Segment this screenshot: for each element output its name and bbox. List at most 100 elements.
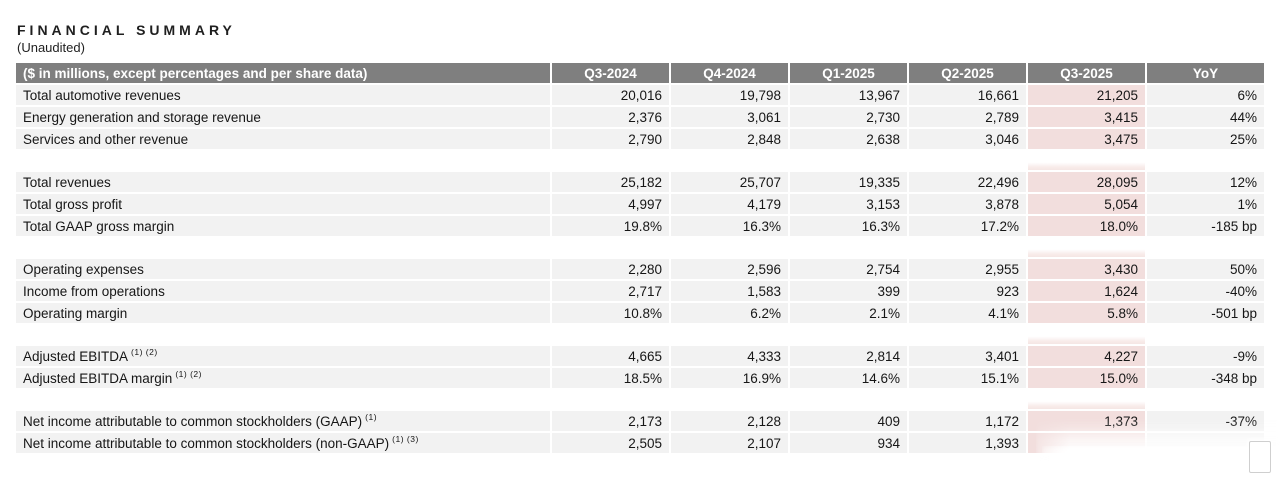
column-header-q4-2024: Q4-2024 — [671, 63, 788, 83]
spacer-cell — [671, 151, 788, 170]
table-row: Adjusted EBITDA margin (1) (2) 18.5% 16.9% 1… — [16, 368, 1264, 388]
value-cell: 16.3% — [790, 216, 907, 236]
row-label-cell: Total GAAP gross margin — [16, 216, 550, 236]
value-cell: 3,415 — [1028, 107, 1145, 127]
value-cell: 3,153 — [790, 194, 907, 214]
value-cell: 2,128 — [671, 411, 788, 431]
page-title: FINANCIAL SUMMARY — [17, 22, 236, 38]
value-cell: 4,227 — [1028, 346, 1145, 366]
value-cell: 22,496 — [909, 172, 1026, 192]
value-cell: 2,814 — [790, 346, 907, 366]
value-cell: 2.1% — [790, 303, 907, 323]
value-cell: 399 — [790, 281, 907, 301]
table-row: Operating margin 10.8% 6.2% 2.1% 4.1% 5.8% -50… — [16, 303, 1264, 323]
value-cell: 2,596 — [671, 259, 788, 279]
value-cell: 2,376 — [552, 107, 669, 127]
table-row: Net income attributable to common stockh… — [16, 433, 1264, 453]
page-subtitle: (Unaudited) — [17, 40, 85, 55]
spacer-cell — [1147, 390, 1264, 409]
value-cell: 2,173 — [552, 411, 669, 431]
value-cell: 2,638 — [790, 129, 907, 149]
table-row: Adjusted EBITDA (1) (2) 4,665 4,333 2,814 3,4… — [16, 346, 1264, 366]
financial-summary-table: ($ in millions, except percentages and p… — [14, 61, 1266, 455]
spacer-cell — [909, 151, 1026, 170]
value-cell: 5.8% — [1028, 303, 1145, 323]
spacer-cell — [16, 238, 550, 257]
footnote-superscript: (1) (3) — [392, 434, 419, 444]
value-cell: 16.3% — [671, 216, 788, 236]
table-row: Total GAAP gross margin 19.8% 16.3% 16.3% 17… — [16, 216, 1264, 236]
spacer-cell — [16, 151, 550, 170]
value-cell: 5,054 — [1028, 194, 1145, 214]
row-label-cell: Net income attributable to common stockh… — [16, 433, 550, 453]
row-label-cell: Total automotive revenues — [16, 85, 550, 105]
row-label-cell: Total gross profit — [16, 194, 550, 214]
value-cell: 4,333 — [671, 346, 788, 366]
value-cell: 19,798 — [671, 85, 788, 105]
value-cell: 1,393 — [909, 433, 1026, 453]
value-cell: 2,789 — [909, 107, 1026, 127]
value-cell: 1,583 — [671, 281, 788, 301]
table-row: Energy generation and storage revenue 2,3… — [16, 107, 1264, 127]
value-cell: 2,955 — [909, 259, 1026, 279]
value-cell: 923 — [909, 281, 1026, 301]
row-label-cell: Net income attributable to common stockh… — [16, 411, 550, 431]
spacer-cell — [16, 325, 550, 344]
value-cell: 2,730 — [790, 107, 907, 127]
spacer-cell — [16, 390, 550, 409]
spacer-cell — [1028, 325, 1145, 344]
spacer-cell — [790, 238, 907, 257]
table-row: Income from operations 2,717 1,583 399 923 1,… — [16, 281, 1264, 301]
value-cell: 15.1% — [909, 368, 1026, 388]
row-label-cell: Services and other revenue — [16, 129, 550, 149]
value-cell: 2,790 — [552, 129, 669, 149]
value-cell: 1,172 — [909, 411, 1026, 431]
value-cell: 13,967 — [790, 85, 907, 105]
value-cell — [1028, 433, 1145, 453]
value-cell: 16.9% — [671, 368, 788, 388]
row-label-cell: Operating margin — [16, 303, 550, 323]
table-row: Total revenues 25,182 25,707 19,335 22,496 28… — [16, 172, 1264, 192]
value-cell: 934 — [790, 433, 907, 453]
value-cell: 1% — [1147, 194, 1264, 214]
value-cell — [1147, 433, 1264, 453]
value-cell: 19,335 — [790, 172, 907, 192]
spacer-cell — [790, 390, 907, 409]
value-cell: -9% — [1147, 346, 1264, 366]
value-cell: 21,205 — [1028, 85, 1145, 105]
value-cell: 2,280 — [552, 259, 669, 279]
row-label-cell: Operating expenses — [16, 259, 550, 279]
value-cell: 3,401 — [909, 346, 1026, 366]
value-cell: 3,061 — [671, 107, 788, 127]
value-cell: 50% — [1147, 259, 1264, 279]
table-row: Net income attributable to common stockh… — [16, 411, 1264, 431]
table-row: Total automotive revenues 20,016 19,798 13,… — [16, 85, 1264, 105]
value-cell: 19.8% — [552, 216, 669, 236]
value-cell: 15.0% — [1028, 368, 1145, 388]
spacer-cell — [909, 390, 1026, 409]
spacer-cell — [552, 390, 669, 409]
row-label-cell: Energy generation and storage revenue — [16, 107, 550, 127]
value-cell: 20,016 — [552, 85, 669, 105]
spacer-cell — [671, 325, 788, 344]
document-header: FINANCIAL SUMMARY (Unaudited) — [17, 21, 236, 56]
value-cell: -40% — [1147, 281, 1264, 301]
value-cell: 25,182 — [552, 172, 669, 192]
footnote-superscript: (1) (2) — [175, 369, 202, 379]
value-cell: 4,179 — [671, 194, 788, 214]
spacer-cell — [909, 238, 1026, 257]
value-cell: 409 — [790, 411, 907, 431]
value-cell: 14.6% — [790, 368, 907, 388]
row-label-cell: Total revenues — [16, 172, 550, 192]
spacer-row — [16, 238, 1264, 257]
spacer-cell — [909, 325, 1026, 344]
value-cell: 2,717 — [552, 281, 669, 301]
value-cell: 25% — [1147, 129, 1264, 149]
column-header-q2-2025: Q2-2025 — [909, 63, 1026, 83]
value-cell: -37% — [1147, 411, 1264, 431]
spacer-cell — [1028, 390, 1145, 409]
value-cell: 4,997 — [552, 194, 669, 214]
value-cell: 3,430 — [1028, 259, 1145, 279]
value-cell: 2,754 — [790, 259, 907, 279]
spacer-cell — [552, 325, 669, 344]
